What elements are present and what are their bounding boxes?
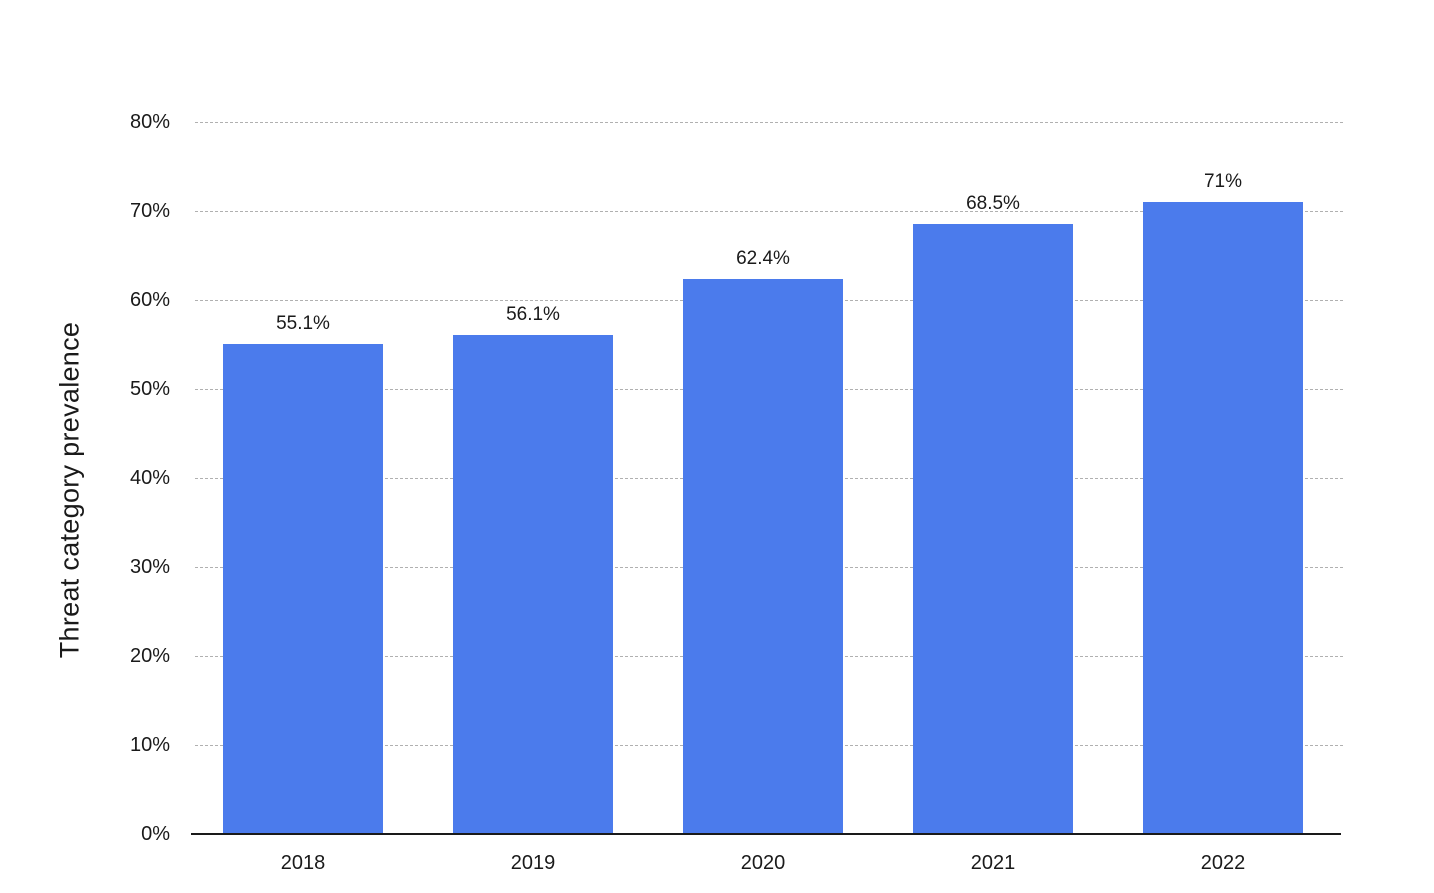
bar-value-label-2018: 55.1%	[276, 313, 330, 334]
gridline-80%	[195, 121, 1343, 123]
y-tick-label-60%: 60%	[129, 289, 170, 311]
bar-value-label-2019: 56.1%	[506, 304, 560, 325]
y-tick-label-50%: 50%	[129, 378, 170, 400]
y-tick-label-10%: 10%	[129, 734, 170, 756]
y-tick-label-0%: 0%	[141, 823, 170, 845]
bar-2018[interactable]	[223, 344, 383, 834]
bar-value-label-2020: 62.4%	[736, 248, 790, 269]
plot-area: 0% 10% 20% 30% 40% 50% 60% 70% 80% 55.1% 56.1% 62.…	[130, 111, 1343, 874]
x-tick-label-2018: 2018	[280, 852, 326, 874]
x-tick-label-2022: 2022	[1200, 852, 1246, 874]
x-tick-label-2019: 2019	[510, 852, 556, 874]
x-axis-line	[191, 832, 1341, 835]
bar-2020[interactable]	[683, 279, 843, 834]
y-tick-label-80%: 80%	[129, 111, 170, 133]
bar-2019[interactable]	[453, 335, 613, 834]
bar-2021[interactable]	[913, 224, 1073, 834]
y-tick-label-40%: 40%	[129, 467, 170, 489]
y-tick-label-70%: 70%	[129, 200, 170, 222]
bar-value-label-2022: 71%	[1203, 171, 1243, 192]
x-tick-label-2020: 2020	[740, 852, 786, 874]
y-tick-label-30%: 30%	[129, 556, 170, 578]
x-tick-label-2021: 2021	[970, 852, 1016, 874]
bar-value-label-2021: 68.5%	[966, 193, 1020, 214]
bar-2022[interactable]	[1143, 202, 1303, 834]
y-tick-label-20%: 20%	[129, 645, 170, 667]
gridline-70%	[195, 210, 1343, 212]
y-axis-title: Threat category prevalence	[54, 321, 85, 659]
